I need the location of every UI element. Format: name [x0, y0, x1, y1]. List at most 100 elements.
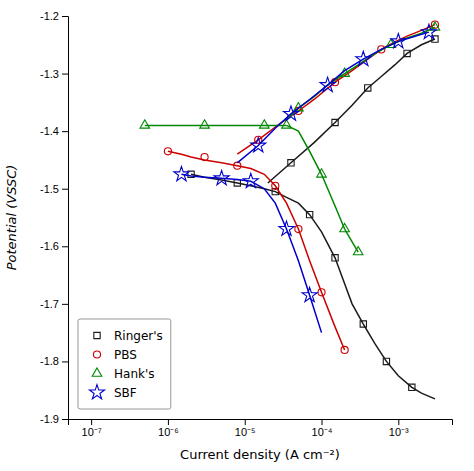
- marker: [332, 255, 338, 261]
- marker: [365, 85, 371, 91]
- y-tick: -1.5: [40, 183, 68, 195]
- series-line: [237, 32, 429, 163]
- x-tick-mark: [91, 419, 92, 425]
- marker: [283, 106, 298, 120]
- y-tick-label: -1.5: [40, 183, 59, 195]
- x-tick-label: 10⁻⁵: [235, 426, 256, 438]
- x-axis: 10⁻⁷ 10⁻⁶ 10⁻⁵ 10⁻⁴ 10⁻³: [69, 419, 453, 438]
- marker: [234, 180, 240, 186]
- x-axis-title: Current density (A cm⁻²): [180, 447, 340, 462]
- y-tick-label: -1.8: [40, 355, 59, 367]
- legend-item: Hank's: [92, 367, 154, 381]
- x-tick-mark: [245, 419, 246, 425]
- marker: [318, 289, 325, 296]
- plot: 10⁻⁷ 10⁻⁶ 10⁻⁵ 10⁻⁴ 10⁻³ -1.9 -1.8 -1.7 -1.6 -1.5…: [40, 10, 452, 438]
- series-line: [181, 174, 321, 332]
- marker: [340, 223, 350, 231]
- y-tick-label: -1.6: [40, 240, 59, 252]
- marker: [200, 120, 210, 128]
- marker: [295, 225, 302, 232]
- marker: [174, 166, 189, 180]
- x-tick-label: 10⁻⁶: [158, 426, 179, 438]
- marker: [234, 162, 241, 169]
- series: [140, 22, 440, 255]
- y-tick: -1.6: [40, 240, 68, 252]
- legend-symbol: [94, 332, 100, 338]
- marker: [341, 346, 348, 353]
- series-line: [287, 125, 345, 229]
- legend-symbol: [89, 385, 104, 399]
- legend-symbol: [92, 368, 102, 376]
- y-tick: -1.7: [40, 298, 68, 310]
- legend-item: Ringer's: [94, 329, 163, 343]
- marker: [279, 221, 294, 235]
- y-tick-mark: [62, 131, 68, 132]
- marker: [302, 287, 317, 301]
- marker: [140, 120, 150, 128]
- y-tick-mark: [62, 246, 68, 247]
- y-tick-mark: [62, 361, 68, 362]
- marker: [404, 50, 410, 56]
- marker: [360, 321, 366, 327]
- chart: 10⁻⁷ 10⁻⁶ 10⁻⁵ 10⁻⁴ 10⁻³ -1.9 -1.8 -1.7 -1.6 -1.5…: [0, 0, 474, 471]
- marker: [332, 119, 338, 125]
- marker: [356, 51, 371, 65]
- legend-symbol: [93, 351, 100, 358]
- y-axis-line: [62, 17, 69, 420]
- y-tick-mark: [62, 419, 68, 420]
- y-tick: -1.9: [40, 413, 68, 425]
- legend-box: [78, 319, 171, 409]
- y-tick-mark: [62, 304, 68, 305]
- marker: [201, 153, 208, 160]
- marker: [317, 169, 327, 177]
- y-tick-mark: [62, 16, 68, 17]
- series-line: [287, 28, 435, 120]
- legend-item: SBF: [89, 385, 136, 400]
- x-tick-mark: [322, 419, 323, 425]
- x-tick-mark: [168, 419, 169, 425]
- marker: [383, 358, 389, 364]
- legend-item: PBS: [93, 348, 136, 362]
- marker: [294, 103, 304, 111]
- y-axis: -1.9 -1.8 -1.7 -1.6 -1.5 -1.4 -1.3 -1.2: [40, 10, 68, 425]
- marker: [272, 182, 279, 189]
- y-tick: -1.4: [40, 125, 68, 137]
- y-tick-mark: [62, 74, 68, 75]
- marker: [430, 22, 440, 30]
- marker: [164, 148, 171, 155]
- y-tick: -1.3: [40, 68, 68, 80]
- series: [188, 36, 438, 399]
- marker: [421, 24, 436, 38]
- y-tick-label: -1.2: [40, 10, 59, 22]
- x-tick: 10⁻³: [389, 419, 409, 438]
- x-tick-label: 10⁻⁴: [312, 426, 333, 438]
- marker: [409, 384, 415, 390]
- legend-label: PBS: [114, 348, 137, 362]
- series: [164, 21, 438, 353]
- marks: [140, 21, 440, 399]
- series-line: [268, 39, 435, 183]
- x-tick: 10⁻⁴: [312, 419, 333, 438]
- legend-label: SBF: [114, 386, 137, 400]
- legend: Ringer's PBS Hank's SBF: [78, 319, 171, 409]
- marker: [306, 211, 312, 217]
- marker: [320, 77, 335, 91]
- x-axis-line: [69, 420, 453, 426]
- y-tick: -1.2: [40, 10, 68, 22]
- x-tick-label: 10⁻⁷: [82, 426, 102, 438]
- marker: [288, 160, 294, 166]
- legend-label: Hank's: [114, 367, 154, 381]
- x-tick: 10⁻⁵: [235, 419, 256, 438]
- x-tick: 10⁻⁶: [158, 419, 179, 438]
- series-line: [345, 229, 359, 252]
- x-tick-mark: [398, 419, 399, 425]
- marker: [391, 33, 406, 47]
- y-tick-label: -1.7: [40, 298, 59, 310]
- marker: [243, 173, 258, 187]
- y-tick: -1.8: [40, 355, 68, 367]
- marker: [260, 120, 270, 128]
- marker: [214, 170, 229, 184]
- legend-label: Ringer's: [114, 329, 163, 343]
- series-line: [168, 151, 345, 350]
- series: [174, 24, 436, 332]
